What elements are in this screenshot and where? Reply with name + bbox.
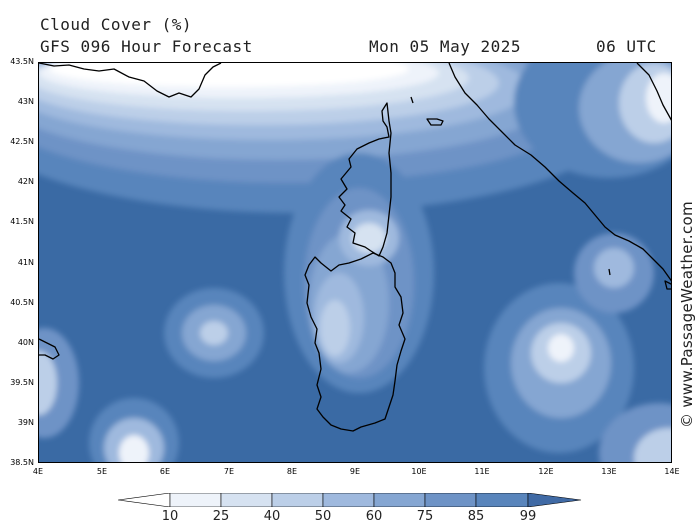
lat-label: 39N <box>17 418 34 427</box>
lon-label: 10E <box>411 467 427 476</box>
lat-label: 42N <box>17 177 34 186</box>
colorbar-label: 40 <box>263 509 281 524</box>
elba-island <box>426 118 444 126</box>
colorbar-segment <box>322 493 375 507</box>
cloud-cover-map <box>38 62 672 463</box>
coastlines <box>39 63 671 432</box>
colorbar-label: 85 <box>467 509 485 524</box>
lat-label: 42.5N <box>10 137 34 146</box>
colorbar-label: 10 <box>161 509 179 524</box>
lon-label: 7E <box>223 467 235 476</box>
lat-label: 40.5N <box>10 298 34 307</box>
lon-label: 9E <box>349 467 361 476</box>
lon-label: 8E <box>286 467 298 476</box>
colorbar-label: 75 <box>416 509 434 524</box>
lon-label: 14E <box>664 467 680 476</box>
lon-label: 12E <box>538 467 554 476</box>
colorbar-label: 99 <box>519 509 537 524</box>
lat-label: 41N <box>17 258 34 267</box>
sicily-coast <box>664 280 671 290</box>
french-coast <box>39 63 222 98</box>
lat-label: 43N <box>17 97 34 106</box>
italy-east-coast <box>636 63 671 121</box>
ponza-island <box>608 268 611 276</box>
colorbar-segment <box>220 493 273 507</box>
corsica-coast <box>338 102 392 257</box>
lon-label: 11E <box>474 467 490 476</box>
colorbar-segment <box>118 493 171 507</box>
cloud-field <box>39 63 671 462</box>
italy-coast <box>448 63 671 282</box>
colorbar-segment <box>373 493 426 507</box>
lon-label: 4E <box>32 467 44 476</box>
watermark-text: © www.PassageWeather.com <box>678 201 696 428</box>
lon-label: 6E <box>159 467 171 476</box>
colorbar-segment <box>271 493 324 507</box>
lat-label: 41.5N <box>10 217 34 226</box>
colorbar-segment <box>169 493 222 507</box>
forecast-date: Mon 05 May 2025 <box>369 37 521 56</box>
colorbar-label: 60 <box>365 509 383 524</box>
capraia-island <box>410 96 414 104</box>
map-title: Cloud Cover (%) <box>40 15 192 34</box>
colorbar-legend <box>118 493 582 507</box>
lon-label: 13E <box>601 467 617 476</box>
colorbar-segment <box>475 493 529 507</box>
lat-label: 38.5N <box>10 458 34 467</box>
lon-label: 5E <box>96 467 108 476</box>
sardinia-coast <box>304 252 406 432</box>
colorbar-segment <box>424 493 477 507</box>
african-coast <box>39 338 60 360</box>
colorbar-segment <box>527 493 582 507</box>
forecast-time: 06 UTC <box>596 37 657 56</box>
lat-label: 43.5N <box>10 57 34 66</box>
lat-label: 39.5N <box>10 378 34 387</box>
colorbar-label: 50 <box>314 509 332 524</box>
lat-label: 40N <box>17 338 34 347</box>
forecast-model: GFS 096 Hour Forecast <box>40 37 253 56</box>
colorbar-label: 25 <box>212 509 230 524</box>
